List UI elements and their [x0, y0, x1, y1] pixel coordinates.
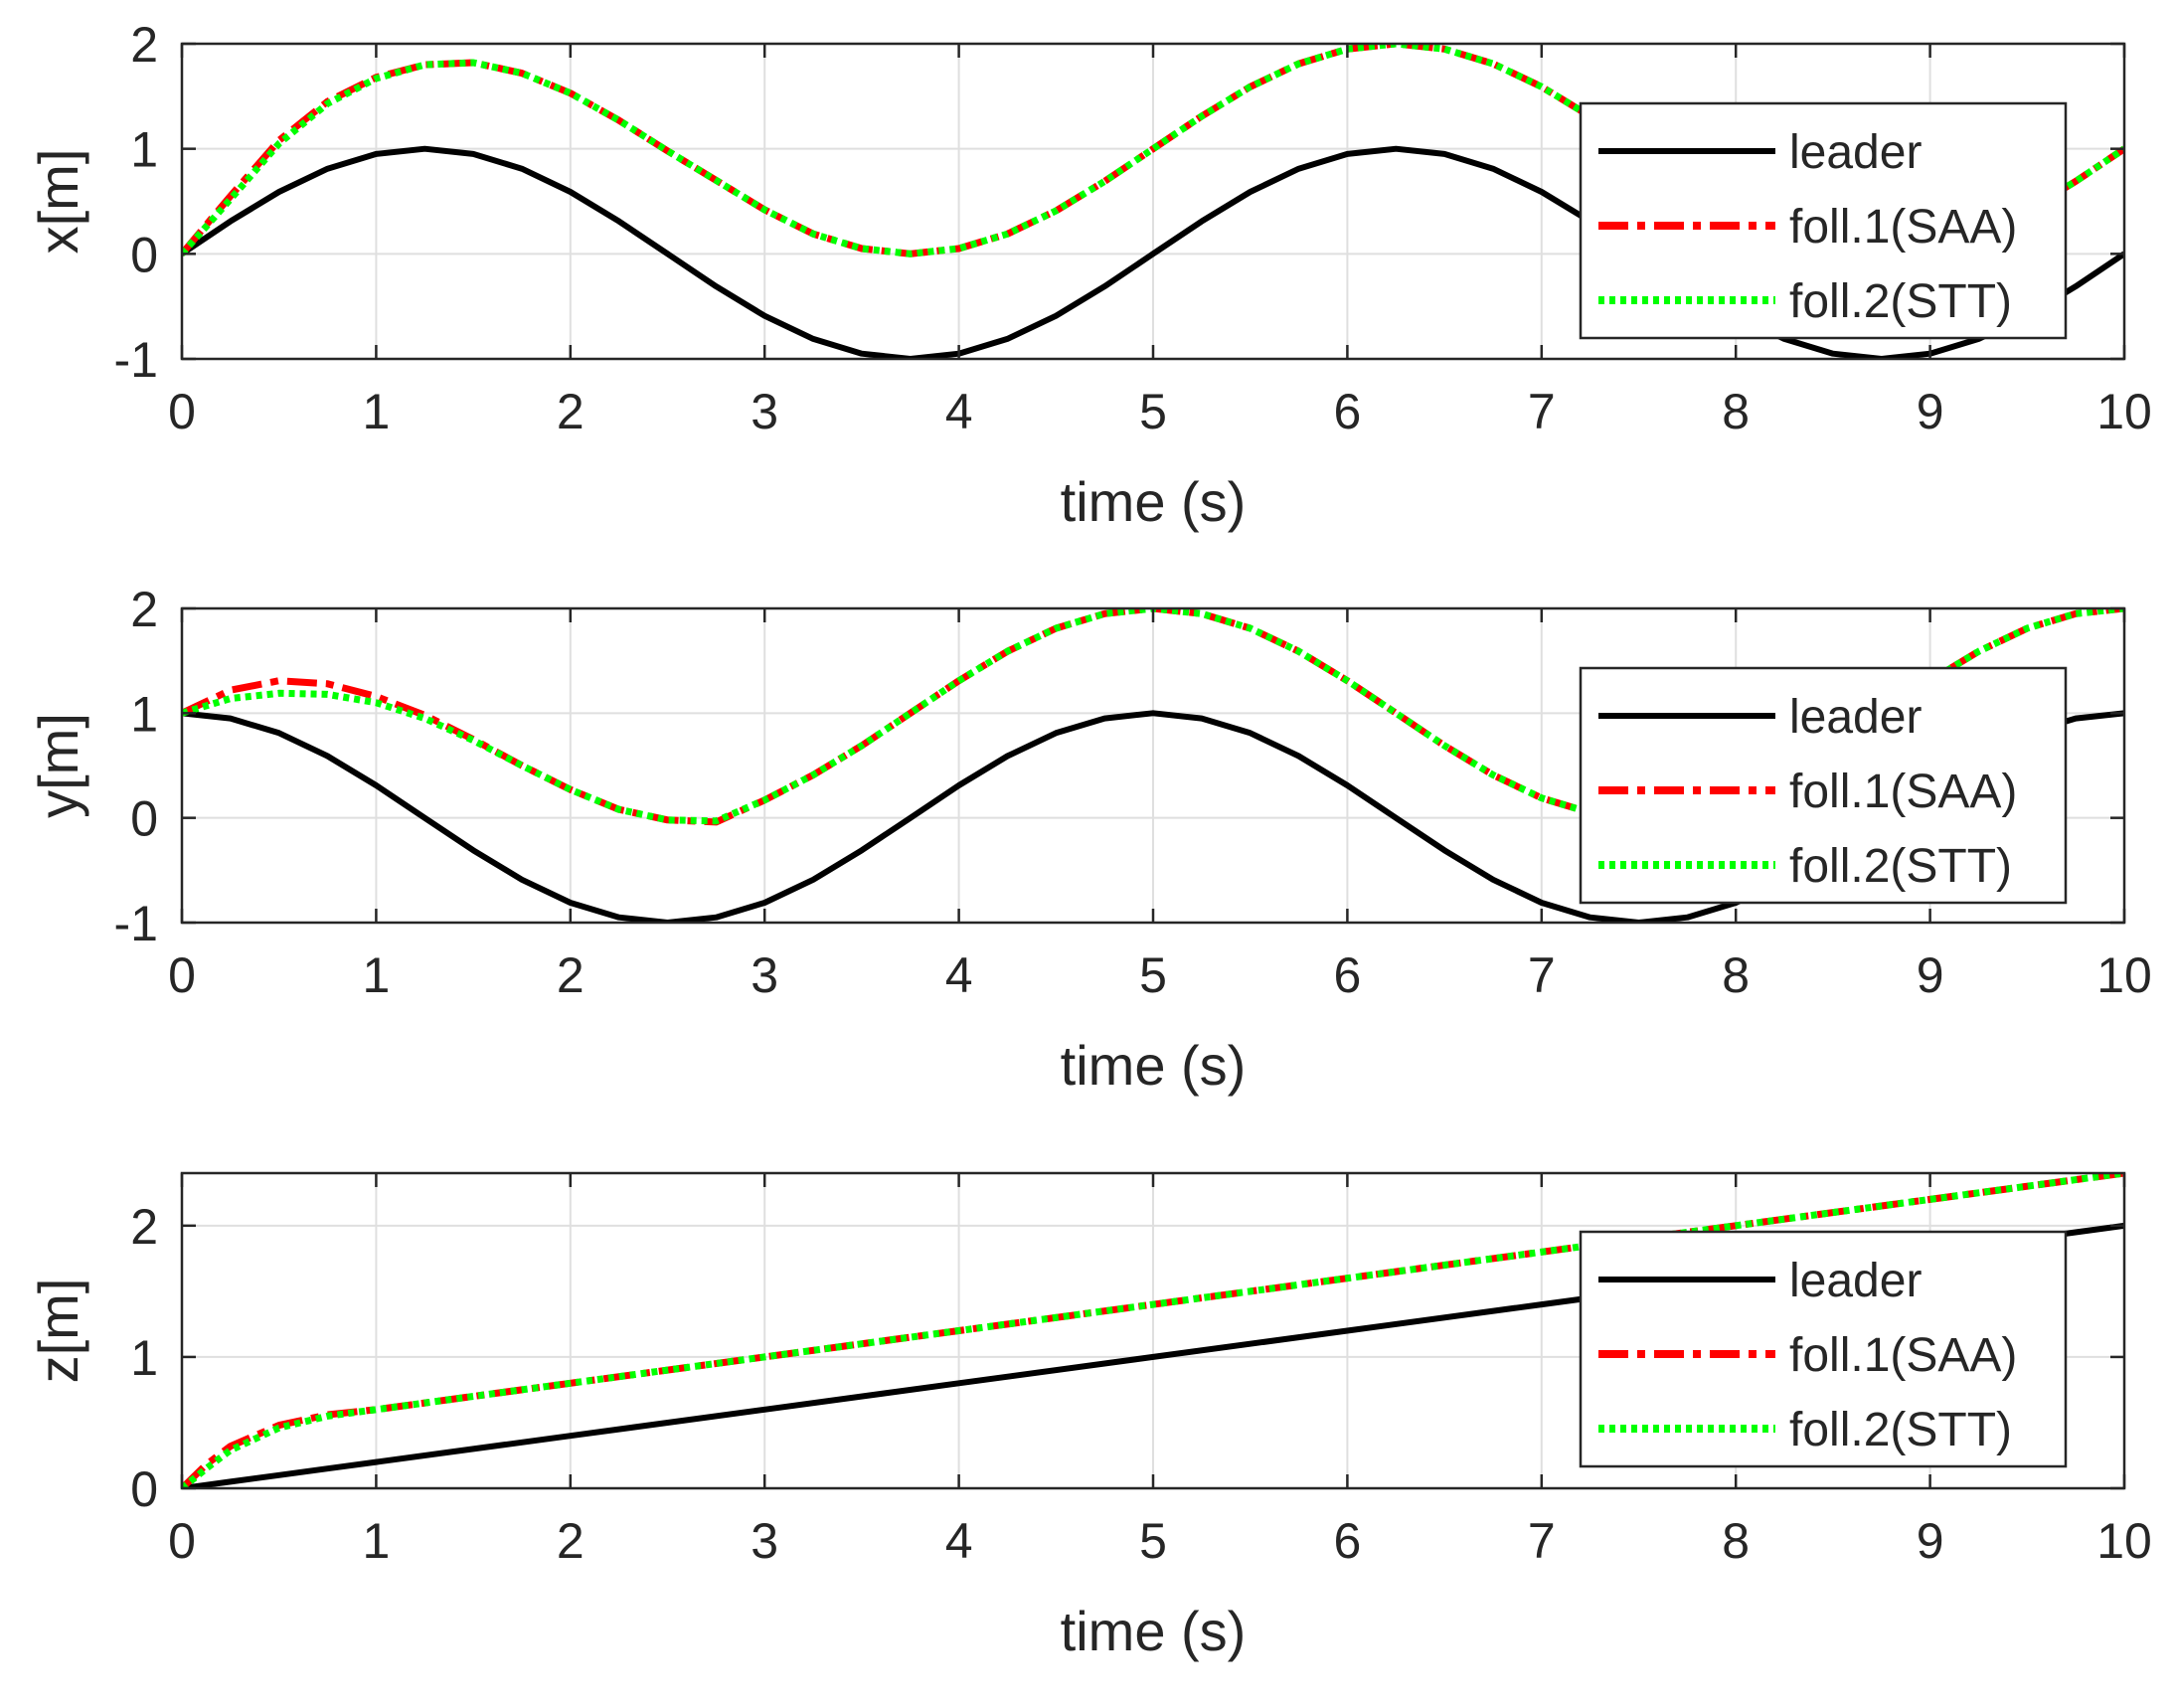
x-tick-label: 0	[168, 947, 196, 1003]
x-axis-label: time (s)	[1061, 1034, 1247, 1097]
legend-label: leader	[1789, 1255, 1922, 1307]
legend: leader foll.1(SAA) foll.2(STT)	[1579, 1230, 2068, 1468]
legend-label: leader	[1789, 691, 1922, 744]
y-tick-label: 1	[130, 1330, 158, 1386]
series-line-leader	[182, 145, 2124, 359]
x-tick-label: 6	[1333, 1513, 1361, 1569]
x-tick-label: 6	[1333, 384, 1361, 439]
y-tick-label: 1	[130, 686, 158, 742]
y-tick-label: -1	[114, 332, 158, 388]
x-tick-label: 10	[2096, 947, 2152, 1003]
legend-label: foll.1(SAA)	[1789, 201, 2017, 254]
y-tick-label: 0	[130, 227, 158, 282]
y-axis-label: x[m]	[27, 149, 89, 255]
x-tick-label: 8	[1722, 1513, 1750, 1569]
x-tick-label: 2	[557, 947, 585, 1003]
y-axis-label: y[m]	[27, 713, 89, 818]
y-tick-label: 2	[130, 1199, 158, 1255]
x-tick-label: 1	[362, 384, 390, 439]
legend-box	[1579, 101, 2068, 340]
x-tick-label: 3	[751, 384, 778, 439]
x-tick-label: 10	[2096, 384, 2152, 439]
x-tick-label: 7	[1528, 947, 1556, 1003]
y-tick-label: 2	[130, 582, 158, 637]
legend-box	[1579, 1230, 2068, 1468]
x-tick-label: 10	[2096, 1513, 2152, 1569]
x-tick-label: 7	[1528, 384, 1556, 439]
y-tick-label: 1	[130, 122, 158, 178]
x-tick-label: 7	[1528, 1513, 1556, 1569]
legend-label: leader	[1789, 126, 1922, 179]
x-tick-label: 3	[751, 947, 778, 1003]
x-tick-label: 2	[557, 1513, 585, 1569]
legend-label: foll.1(SAA)	[1789, 766, 2017, 818]
x-tick-label: 6	[1333, 947, 1361, 1003]
legend-label: foll.1(SAA)	[1789, 1329, 2017, 1382]
x-tick-label: 4	[945, 947, 973, 1003]
x-tick-label: 1	[362, 1513, 390, 1569]
x-tick-label: 9	[1917, 1513, 1944, 1569]
x-tick-label: 9	[1917, 384, 1944, 439]
x-tick-label: 8	[1722, 384, 1750, 439]
legend-label: foll.2(STT)	[1789, 840, 2012, 893]
legend: leader foll.1(SAA) foll.2(STT)	[1579, 666, 2068, 905]
y-axis-label: z[m]	[27, 1279, 89, 1384]
legend-label: foll.2(STT)	[1789, 275, 2012, 328]
x-tick-label: 4	[945, 384, 973, 439]
legend: leader foll.1(SAA) foll.2(STT)	[1579, 101, 2068, 340]
x-axis-label: time (s)	[1061, 1600, 1247, 1662]
x-tick-label: 3	[751, 1513, 778, 1569]
subplot-3: 0 1 2 3 4 5 6 7 8 9 10 0 1 2 time (s) z[m] leader foll.1(…	[27, 1171, 2152, 1662]
y-tick-label: 0	[130, 791, 158, 847]
x-tick-label: 9	[1917, 947, 1944, 1003]
x-tick-label: 5	[1139, 947, 1167, 1003]
y-tick-label: 0	[130, 1461, 158, 1517]
legend-label: foll.2(STT)	[1789, 1404, 2012, 1456]
y-tick-label: 2	[130, 17, 158, 73]
x-tick-label: 2	[557, 384, 585, 439]
x-tick-label: 1	[362, 947, 390, 1003]
x-axis-label: time (s)	[1061, 470, 1247, 533]
x-tick-label: 5	[1139, 384, 1167, 439]
x-tick-label: 0	[168, 1513, 196, 1569]
x-tick-label: 0	[168, 384, 196, 439]
x-tick-label: 5	[1139, 1513, 1167, 1569]
x-tick-label: 4	[945, 1513, 973, 1569]
y-tick-label: -1	[114, 896, 158, 951]
legend-box	[1579, 666, 2068, 905]
x-tick-label: 8	[1722, 947, 1750, 1003]
